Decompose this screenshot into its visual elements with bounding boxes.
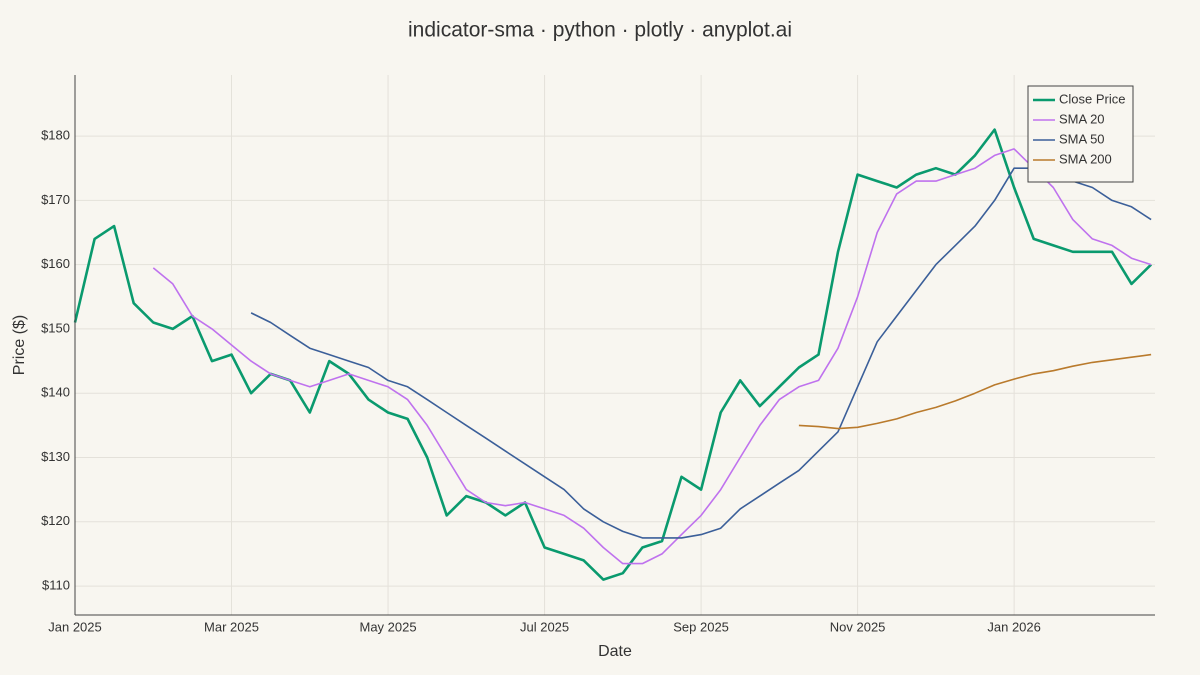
series-line xyxy=(152,148,1152,565)
y-tick-label: $180 xyxy=(41,128,70,143)
y-tick-label: $120 xyxy=(41,513,70,528)
legend-box xyxy=(1027,85,1134,183)
x-tick-label: Jan 2026 xyxy=(987,619,1041,634)
x-tick-label: Sep 2025 xyxy=(673,619,729,634)
plot-area xyxy=(73,128,1153,581)
x-axis-title: Date xyxy=(598,643,632,660)
legend-label: Close Price xyxy=(1059,91,1125,106)
y-tick-label: $150 xyxy=(41,320,70,335)
y-axis-title: Price ($) xyxy=(11,315,28,375)
y-tick-label: $130 xyxy=(41,449,70,464)
y-tick-label: $170 xyxy=(41,192,70,207)
chart-title: indicator-sma · python · plotly · anyplo… xyxy=(408,19,792,42)
series-line xyxy=(73,128,1153,581)
y-tick-label: $110 xyxy=(42,578,70,593)
grid xyxy=(74,75,1155,615)
x-tick-label: Jan 2025 xyxy=(48,619,102,634)
legend-label: SMA 20 xyxy=(1059,111,1105,126)
legend: Close Price SMA 20 SMA 50 SMA 200 xyxy=(1027,85,1134,183)
x-tick-label: Jul 2025 xyxy=(520,619,569,634)
series-line xyxy=(798,353,1152,430)
legend-label: SMA 50 xyxy=(1059,131,1105,146)
y-tick-label: $140 xyxy=(41,385,70,400)
y-tick-label: $160 xyxy=(41,256,70,271)
x-tick-label: Mar 2025 xyxy=(204,619,259,634)
x-tick-label: May 2025 xyxy=(359,619,416,634)
x-tick-label: Nov 2025 xyxy=(830,619,886,634)
series-line xyxy=(250,167,1152,539)
legend-label: SMA 200 xyxy=(1059,151,1112,166)
